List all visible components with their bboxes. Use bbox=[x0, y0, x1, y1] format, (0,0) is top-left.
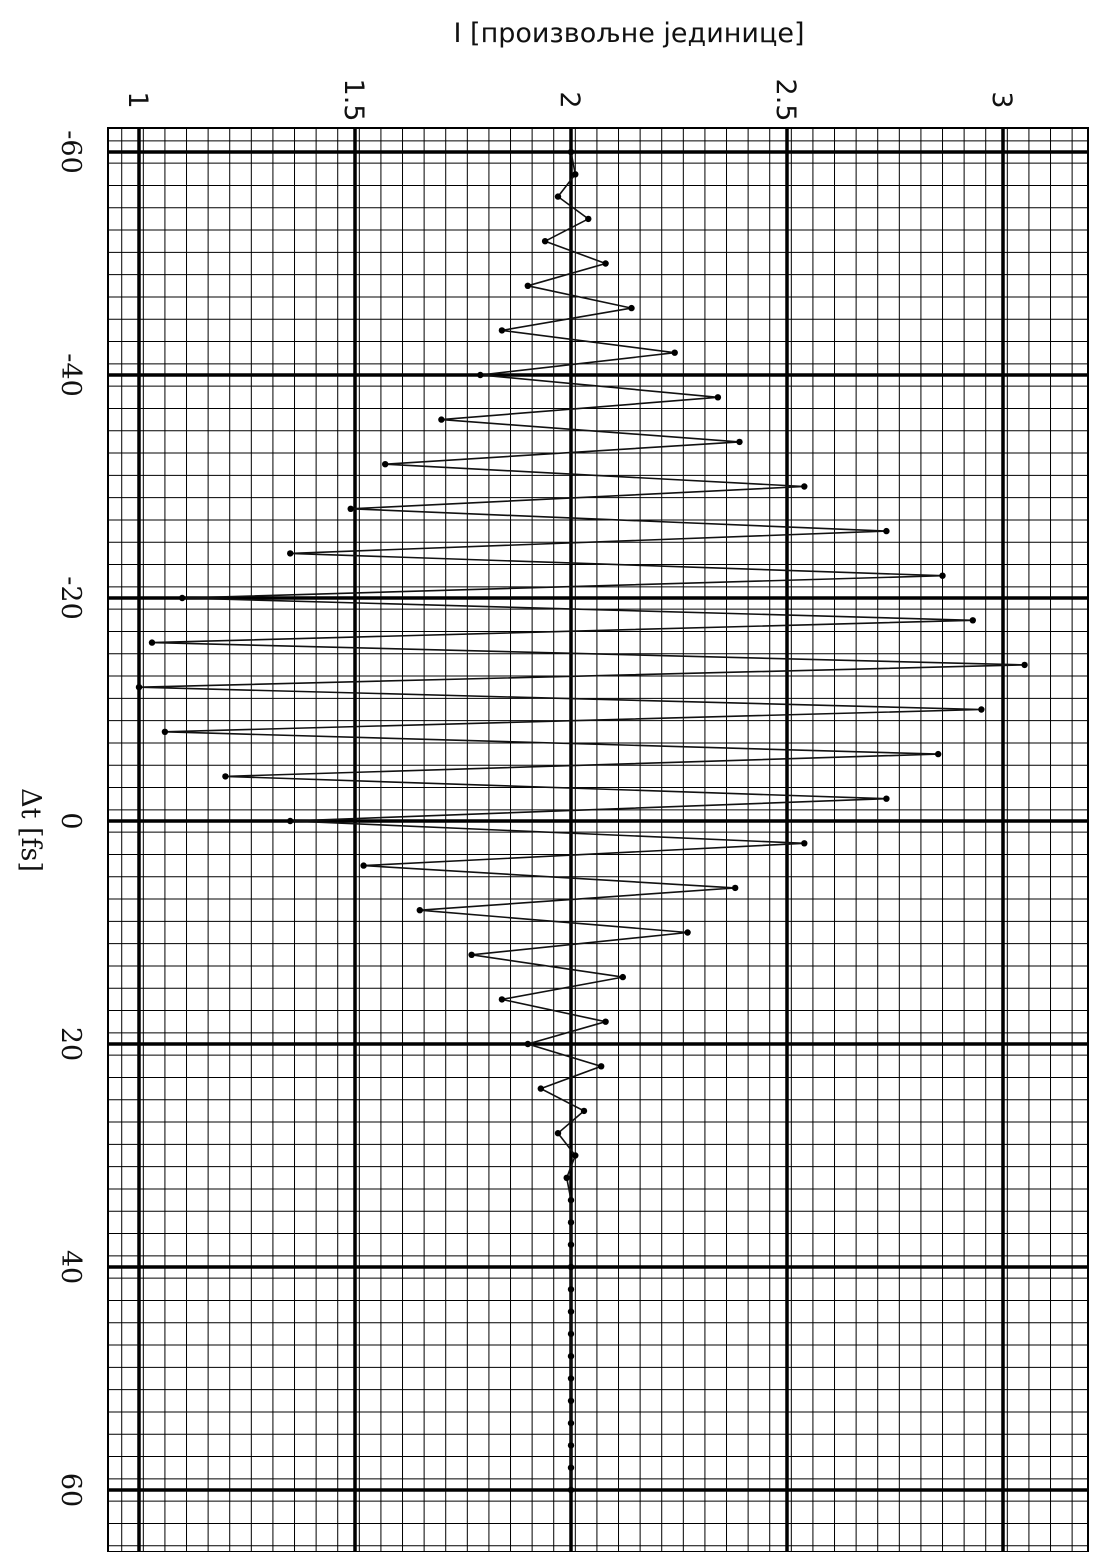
data-point bbox=[347, 505, 354, 512]
data-point bbox=[732, 884, 739, 892]
data-point bbox=[498, 327, 506, 334]
data-point bbox=[287, 817, 294, 825]
series-layer bbox=[135, 148, 1028, 1494]
data-point bbox=[554, 1130, 562, 1137]
data-point bbox=[477, 371, 484, 379]
y-tick-labels: 1 1.5 2 2.5 3 bbox=[122, 79, 1017, 122]
data-point bbox=[161, 728, 169, 735]
data-point bbox=[567, 1397, 575, 1405]
data-point bbox=[714, 394, 722, 401]
data-point bbox=[969, 617, 976, 624]
data-point bbox=[567, 1241, 575, 1248]
data-point bbox=[567, 1308, 575, 1315]
data-point bbox=[468, 951, 475, 958]
minor-grid bbox=[108, 128, 1088, 1552]
data-point bbox=[883, 795, 890, 802]
x-axis-label: Δt [fs] bbox=[15, 788, 46, 872]
data-point bbox=[598, 1063, 605, 1070]
data-point bbox=[567, 1286, 575, 1293]
y-tick-label: 1.5 bbox=[338, 79, 369, 122]
data-point bbox=[524, 282, 531, 289]
data-point bbox=[567, 1330, 575, 1338]
data-point bbox=[567, 1464, 575, 1471]
x-tick-label: -20 bbox=[55, 576, 86, 619]
x-tick-label: 0 bbox=[55, 812, 86, 829]
data-point bbox=[935, 750, 942, 758]
data-point bbox=[541, 238, 549, 245]
data-point bbox=[684, 929, 691, 936]
data-point bbox=[939, 572, 946, 579]
data-point bbox=[567, 1375, 575, 1382]
data-point bbox=[554, 193, 562, 200]
y-axis-label: I [произвољне јединице] bbox=[454, 18, 805, 49]
data-point bbox=[382, 461, 389, 468]
data-point bbox=[567, 148, 575, 156]
y-tick-label: 3 bbox=[986, 91, 1017, 108]
data-point bbox=[360, 862, 367, 869]
data-point bbox=[567, 1219, 575, 1226]
x-tick-label: -60 bbox=[55, 130, 86, 173]
data-point bbox=[567, 1419, 575, 1427]
data-point bbox=[135, 684, 143, 691]
x-tick-label: 40 bbox=[55, 1250, 86, 1284]
data-point bbox=[1021, 661, 1028, 669]
data-point bbox=[567, 1486, 575, 1494]
data-point bbox=[537, 1085, 544, 1092]
data-point bbox=[287, 550, 294, 557]
data-point bbox=[498, 996, 506, 1003]
data-point bbox=[567, 1442, 575, 1449]
data-point bbox=[567, 1353, 575, 1360]
y-tick-label: 2 bbox=[554, 91, 585, 108]
data-point bbox=[671, 349, 678, 356]
data-point bbox=[572, 171, 579, 178]
data-point bbox=[524, 1040, 531, 1048]
data-point bbox=[567, 1263, 575, 1271]
data-point bbox=[563, 1174, 570, 1182]
data-point bbox=[572, 1152, 579, 1159]
y-tick-label: 1 bbox=[122, 91, 153, 108]
data-point bbox=[222, 773, 229, 780]
data-point bbox=[416, 907, 423, 914]
data-point bbox=[580, 1107, 588, 1115]
data-point bbox=[619, 973, 626, 981]
data-point bbox=[602, 1018, 609, 1025]
data-point bbox=[978, 706, 985, 713]
x-tick-labels: -60 -40 -20 0 20 40 60 bbox=[55, 130, 86, 1507]
data-point bbox=[801, 840, 808, 847]
data-point bbox=[628, 304, 635, 312]
data-point bbox=[736, 438, 743, 446]
x-tick-label: 20 bbox=[55, 1027, 86, 1061]
data-point bbox=[179, 594, 186, 602]
data-point bbox=[801, 483, 808, 490]
data-point bbox=[438, 416, 445, 423]
x-tick-label: -40 bbox=[55, 353, 86, 396]
data-point bbox=[148, 639, 156, 646]
data-point bbox=[585, 215, 592, 223]
data-point bbox=[883, 527, 890, 535]
data-point bbox=[567, 1196, 575, 1204]
y-tick-label: 2.5 bbox=[770, 79, 801, 122]
plot-frame bbox=[107, 127, 1089, 1552]
data-point bbox=[602, 260, 609, 267]
x-tick-label: 60 bbox=[55, 1473, 86, 1507]
